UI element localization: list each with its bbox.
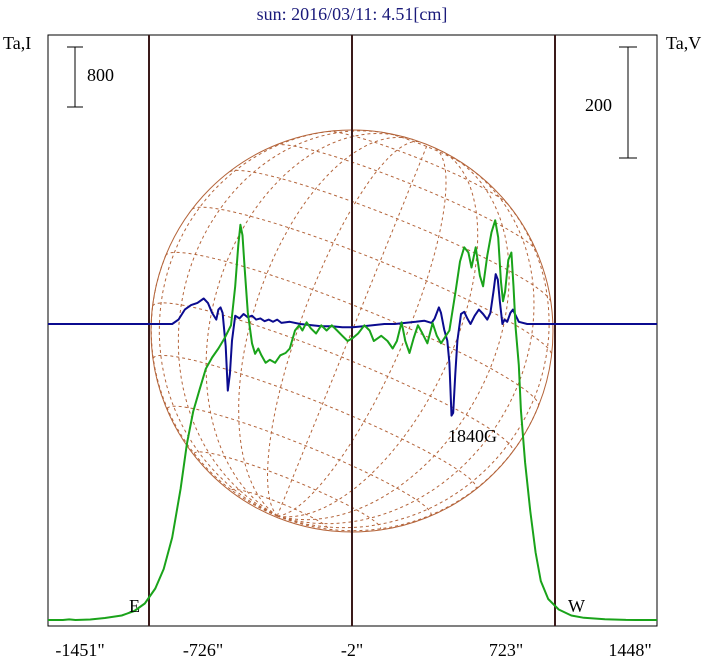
solar-disk <box>150 129 554 533</box>
disk-meridian <box>276 144 428 517</box>
disk-meridian <box>277 150 479 518</box>
disk-parallel <box>327 131 509 205</box>
disk-meridian <box>277 165 535 525</box>
x-tick-label: -726" <box>183 640 223 660</box>
right-axis-label: Ta,V <box>666 33 701 53</box>
west-limb-label: W <box>568 596 585 616</box>
annotation-1840g: 1840G <box>448 426 497 446</box>
disk-meridian <box>277 157 510 521</box>
disk-meridian <box>266 140 420 517</box>
series-ta-i-line <box>48 219 657 621</box>
left-scale-label: 800 <box>87 65 114 85</box>
disk-meridian <box>177 130 384 517</box>
right-scale-bar <box>619 46 637 159</box>
disk-parallel <box>165 251 540 407</box>
x-tick-labels: -1451" -726" -2" 723" 1448" <box>55 640 651 660</box>
x-tick-label: -1451" <box>55 640 104 660</box>
disk-parallel <box>229 169 552 302</box>
disk-meridian <box>158 130 338 517</box>
disk-parallel <box>193 451 382 529</box>
disk-meridian <box>277 147 447 517</box>
east-limb-label: E <box>129 596 140 616</box>
left-scale-bar <box>67 46 83 108</box>
solar-coordinate-grid <box>150 130 553 532</box>
x-tick-label: 1448" <box>608 640 651 660</box>
disk-parallel <box>166 405 432 516</box>
disk-parallel <box>383 132 468 167</box>
disk-parallel <box>152 302 514 452</box>
disk-meridian <box>205 132 400 517</box>
disk-parallel <box>231 488 329 530</box>
x-tick-label: 723" <box>489 640 523 660</box>
left-axis-label: Ta,I <box>3 33 31 53</box>
disk-parallel <box>275 144 537 251</box>
x-tick-label: -2" <box>341 640 363 660</box>
right-scale-label: 200 <box>585 95 612 115</box>
disk-meridian <box>277 196 550 529</box>
disk-parallel <box>152 354 477 489</box>
disk-meridian <box>238 136 413 517</box>
disk-parallel <box>191 206 553 355</box>
series-ta-v-line <box>48 273 657 417</box>
chart-title: sun: 2016/03/11: 4.51[cm] <box>257 4 448 24</box>
